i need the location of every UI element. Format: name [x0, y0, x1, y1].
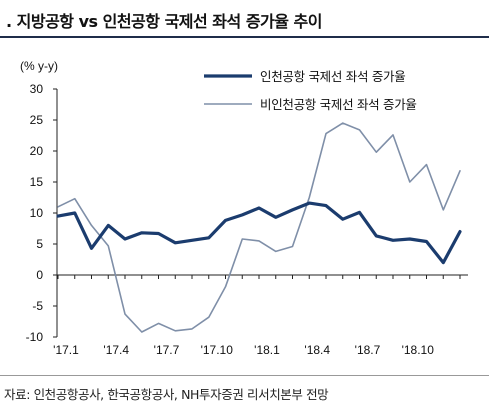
footer-divider — [0, 375, 489, 376]
x-tick-label: '18.1 — [254, 343, 280, 357]
y-tick-label: 15 — [30, 175, 44, 189]
y-tick-label: 10 — [30, 206, 44, 220]
x-tick-label: '17.4 — [103, 343, 129, 357]
y-tick-label: 25 — [30, 113, 44, 127]
x-tick-label: '17.1 — [53, 343, 79, 357]
y-tick-label: 5 — [36, 237, 43, 251]
y-tick-label: 30 — [30, 82, 44, 96]
legend-label: 비인천공항 국제선 좌석 증가율 — [260, 97, 417, 112]
series-line-1 — [56, 201, 462, 265]
x-axis: '17.1 '17.4 '17.7 '17.10 '18.1 '18.4 '18.7 '18.… — [53, 274, 468, 357]
y-tick-label: 20 — [30, 144, 44, 158]
y-tick-label: -5 — [32, 299, 43, 313]
y-axis-unit: (% y-y) — [20, 59, 58, 73]
x-tick-label: '17.7 — [154, 343, 180, 357]
title-divider — [0, 36, 489, 38]
y-axis: 30 25 20 15 10 5 0 -5 -10 — [26, 82, 58, 344]
x-tick-label: '18.7 — [355, 343, 381, 357]
x-tick-label: '18.4 — [304, 343, 330, 357]
y-tick-label: -10 — [26, 330, 44, 344]
series-line-2 — [57, 122, 461, 333]
x-tick-label: '17.10 — [201, 343, 234, 357]
x-tick-label: '18.10 — [402, 343, 435, 357]
chart-title: . 지방공항 vs 인천공항 국제선 좌석 증가율 추이 — [6, 12, 322, 31]
y-tick-label: 0 — [36, 268, 43, 282]
legend-label: 인천공항 국제선 좌석 증가율 — [260, 69, 405, 84]
series-lines — [56, 122, 462, 333]
source-note: 자료: 인천공항공사, 한국공항공사, NH투자증권 리서치본부 전망 — [4, 387, 329, 402]
